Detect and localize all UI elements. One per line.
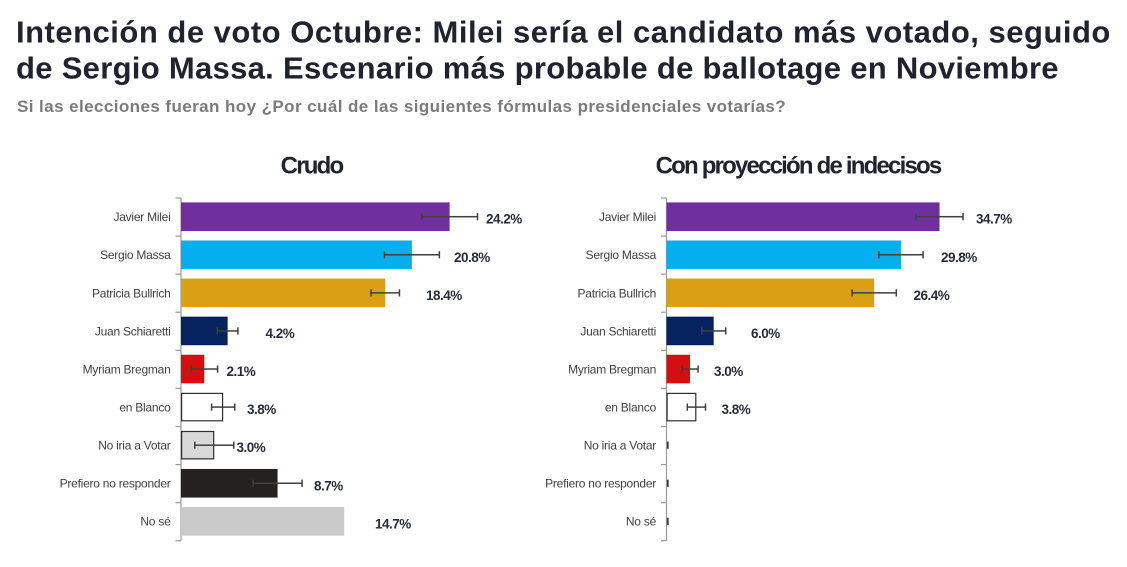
svg-text:Si las elecciones fueran hoy ¿: Si las elecciones fueran hoy ¿Por cuál d…: [17, 97, 786, 116]
svg-text:2.1%: 2.1%: [227, 364, 256, 379]
svg-text:8.7%: 8.7%: [314, 478, 343, 493]
svg-text:Javier Milei: Javier Milei: [599, 210, 656, 224]
svg-text:34.7%: 34.7%: [976, 212, 1012, 227]
svg-text:Myriam Bregman: Myriam Bregman: [83, 362, 171, 376]
svg-text:No iria a Votar: No iria a Votar: [584, 439, 657, 453]
svg-text:18.4%: 18.4%: [426, 288, 462, 303]
svg-text:Con proyección de indecisos: Con proyección de indecisos: [656, 153, 942, 180]
svg-text:3.0%: 3.0%: [714, 364, 743, 379]
svg-text:en Blanco: en Blanco: [605, 401, 657, 415]
svg-text:Juan Schiaretti: Juan Schiaretti: [580, 324, 656, 338]
svg-text:en Blanco: en Blanco: [119, 401, 171, 415]
svg-text:4.2%: 4.2%: [266, 326, 295, 341]
svg-text:29.8%: 29.8%: [941, 250, 977, 265]
svg-text:Patricia Bullrich: Patricia Bullrich: [578, 286, 656, 300]
svg-text:24.2%: 24.2%: [486, 212, 522, 227]
svg-text:No sé: No sé: [140, 515, 171, 529]
svg-text:Juan Schiaretti: Juan Schiaretti: [95, 324, 171, 338]
svg-text:Prefiero no responder: Prefiero no responder: [60, 477, 171, 491]
svg-text:Intención de voto Octubre: Mil: Intención de voto Octubre: Milei sería e…: [16, 15, 1111, 50]
svg-text:Crudo: Crudo: [281, 153, 344, 180]
svg-text:20.8%: 20.8%: [454, 250, 490, 265]
svg-text:Patricia Bullrich: Patricia Bullrich: [92, 286, 170, 300]
svg-text:6.0%: 6.0%: [751, 326, 780, 341]
svg-text:3.8%: 3.8%: [722, 402, 751, 417]
svg-text:3.8%: 3.8%: [247, 402, 276, 417]
svg-text:No sé: No sé: [626, 515, 657, 529]
svg-text:3.0%: 3.0%: [237, 440, 266, 455]
svg-text:Javier Milei: Javier Milei: [113, 210, 170, 224]
svg-text:14.7%: 14.7%: [375, 516, 411, 531]
svg-text:Prefiero no responder: Prefiero no responder: [545, 477, 656, 491]
svg-text:No iria a Votar: No iria a Votar: [98, 439, 171, 453]
svg-text:Sergio Massa: Sergio Massa: [586, 248, 657, 262]
svg-text:de Sergio Massa. Escenario más: de Sergio Massa. Escenario más probable …: [16, 51, 1059, 86]
svg-text:Myriam Bregman: Myriam Bregman: [568, 362, 656, 376]
svg-text:26.4%: 26.4%: [914, 288, 950, 303]
svg-text:Sergio Massa: Sergio Massa: [100, 248, 171, 262]
